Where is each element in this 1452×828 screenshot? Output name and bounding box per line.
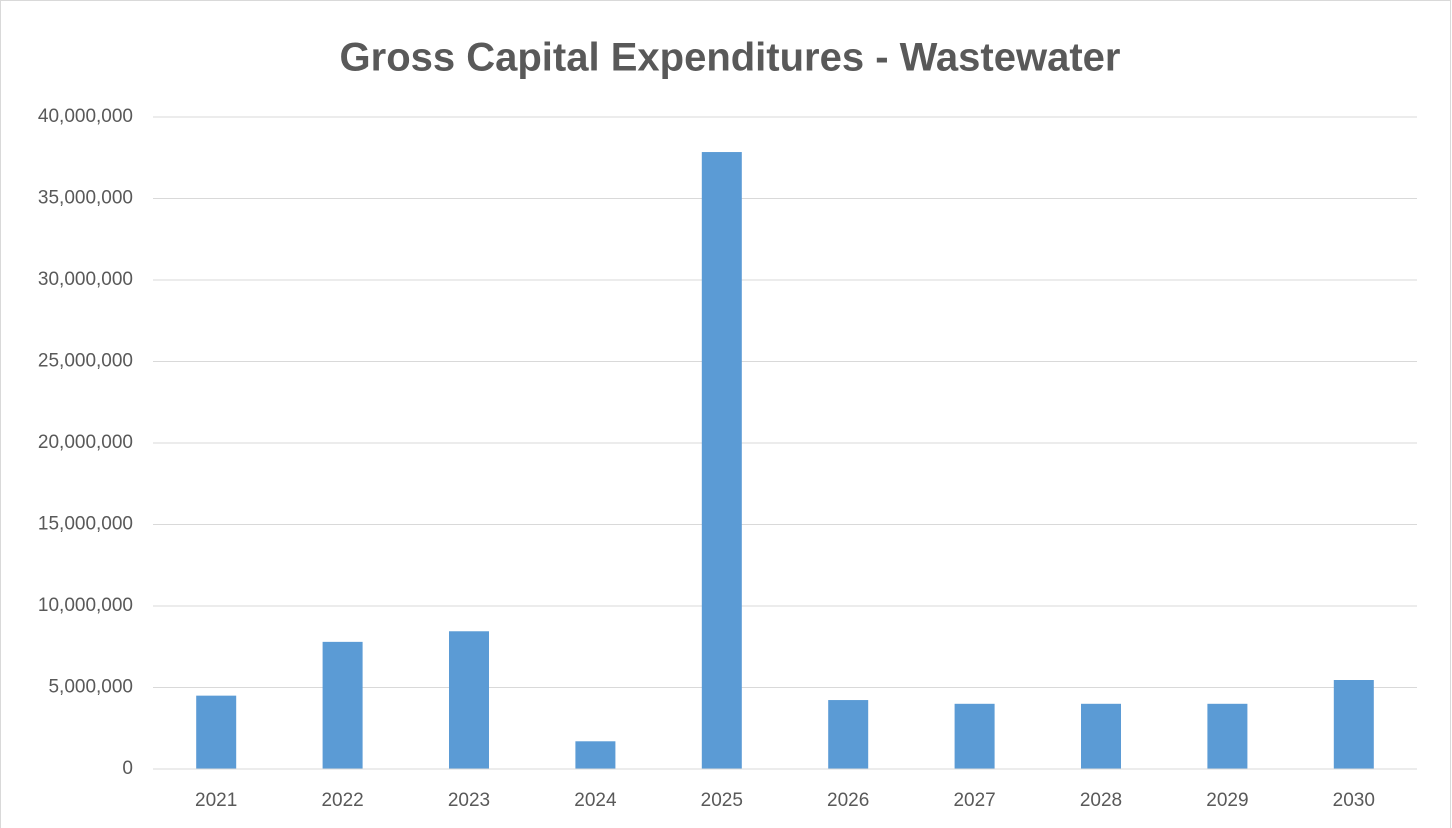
x-tick-label: 2026 [827, 790, 869, 811]
bar [828, 700, 869, 769]
y-tick-label: 15,000,000 [38, 514, 133, 535]
y-tick-label: 0 [122, 758, 133, 779]
y-tick-label: 35,000,000 [38, 188, 133, 209]
y-tick-label: 5,000,000 [48, 677, 133, 698]
bar [954, 703, 995, 769]
x-tick-label: 2029 [1206, 790, 1248, 811]
bar [1207, 703, 1248, 769]
bar [449, 631, 489, 769]
chart-title: Gross Capital Expenditures - Wastewater [340, 36, 1121, 80]
bar [322, 641, 363, 769]
x-tick-label: 2024 [574, 790, 617, 811]
x-tick-label: 2030 [1333, 790, 1375, 811]
bar [575, 741, 616, 769]
x-tick-label: 2025 [701, 790, 743, 811]
bar [701, 152, 742, 770]
x-tick-label: 2021 [195, 790, 237, 811]
x-tick-label: 2028 [1080, 790, 1122, 811]
y-tick-label: 25,000,000 [38, 351, 133, 372]
y-tick-label: 30,000,000 [38, 269, 133, 290]
x-tick-label: 2027 [953, 790, 995, 811]
y-tick-label: 10,000,000 [38, 595, 133, 616]
y-tick-label: 40,000,000 [38, 106, 133, 127]
x-tick-label: 2023 [448, 790, 490, 811]
bar [1333, 680, 1374, 769]
y-tick-label: 20,000,000 [38, 432, 133, 453]
x-tick-label: 2022 [321, 790, 363, 811]
bar [1081, 703, 1121, 769]
bar [196, 695, 237, 769]
